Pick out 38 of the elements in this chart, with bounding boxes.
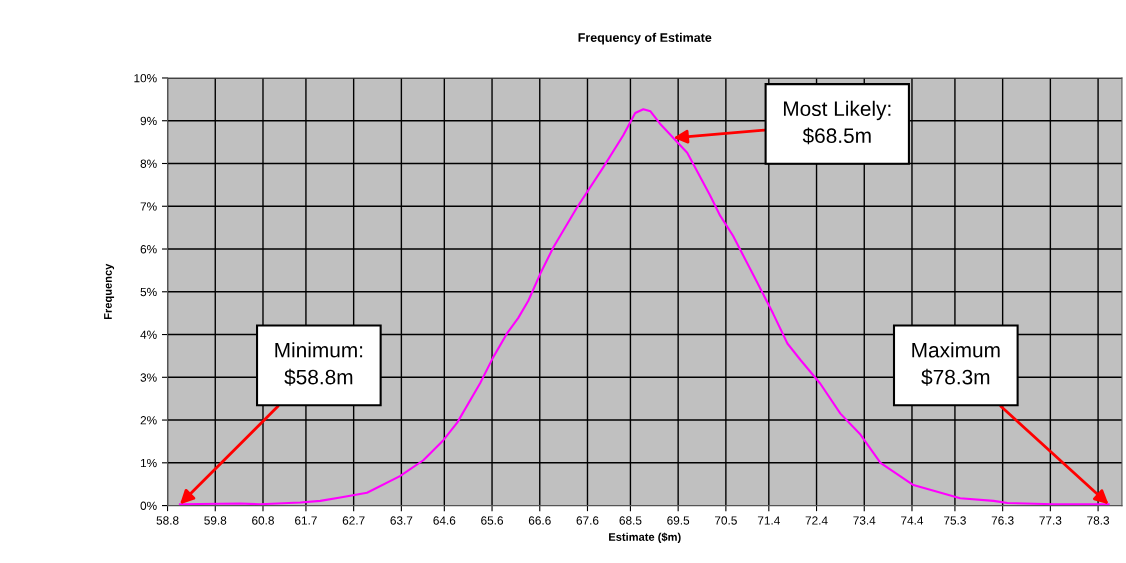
x-tick-label: 69.5: [667, 516, 690, 525]
x-tick-label: 73.4: [853, 516, 876, 525]
x-tick-label: 76.3: [991, 516, 1014, 525]
y-tick-label: 0%: [140, 501, 157, 510]
x-tick-label: 71.4: [757, 516, 780, 525]
y-tick-label: 6%: [140, 245, 157, 254]
x-tick-label: 64.6: [433, 516, 456, 525]
x-tick-label: 75.3: [944, 516, 966, 525]
x-tick-label: 72.4: [805, 516, 828, 525]
y-tick-label: 10%: [134, 74, 157, 83]
annotation: Minimum: $58.8m: [275, 342, 363, 386]
y-tick-label: 2%: [140, 416, 157, 425]
y-tick-label: 7%: [140, 202, 157, 211]
y-axis-title: Frequency: [104, 263, 115, 320]
y-tick-label: 8%: [140, 159, 157, 168]
y-tick-label: 1%: [140, 458, 157, 468]
x-axis-title: Estimate ($m): [609, 532, 681, 544]
x-tick-label: 78.3: [1087, 516, 1110, 525]
x-tick-label: 65.6: [481, 516, 504, 525]
x-tick-label: 58.8: [156, 516, 179, 525]
x-tick-label: 59.8: [204, 516, 227, 525]
x-tick-label: 61.7: [295, 516, 317, 525]
x-tick-label: 67.6: [576, 516, 599, 525]
x-tick-label: 60.8: [252, 516, 274, 525]
x-tick-label: 68.5: [619, 516, 642, 525]
x-tick-label: 77.3: [1039, 516, 1062, 525]
y-tick-label: 3%: [140, 373, 157, 382]
x-tick-label: 74.4: [901, 516, 924, 525]
y-tick-label: 9%: [140, 116, 157, 126]
chart-title: Frequency of Estimate: [578, 32, 712, 45]
x-tick-label: 63.7: [390, 516, 413, 525]
x-tick-label: 66.6: [528, 516, 551, 525]
annotation: Maximum $78.3m: [912, 342, 1000, 386]
y-tick-label: 4%: [140, 330, 157, 339]
y-tick-label: 5%: [140, 287, 157, 297]
annotation: Most Likely: $68.5m: [783, 100, 891, 145]
x-tick-label: 70.5: [714, 516, 737, 525]
x-tick-label: 62.7: [342, 516, 365, 525]
